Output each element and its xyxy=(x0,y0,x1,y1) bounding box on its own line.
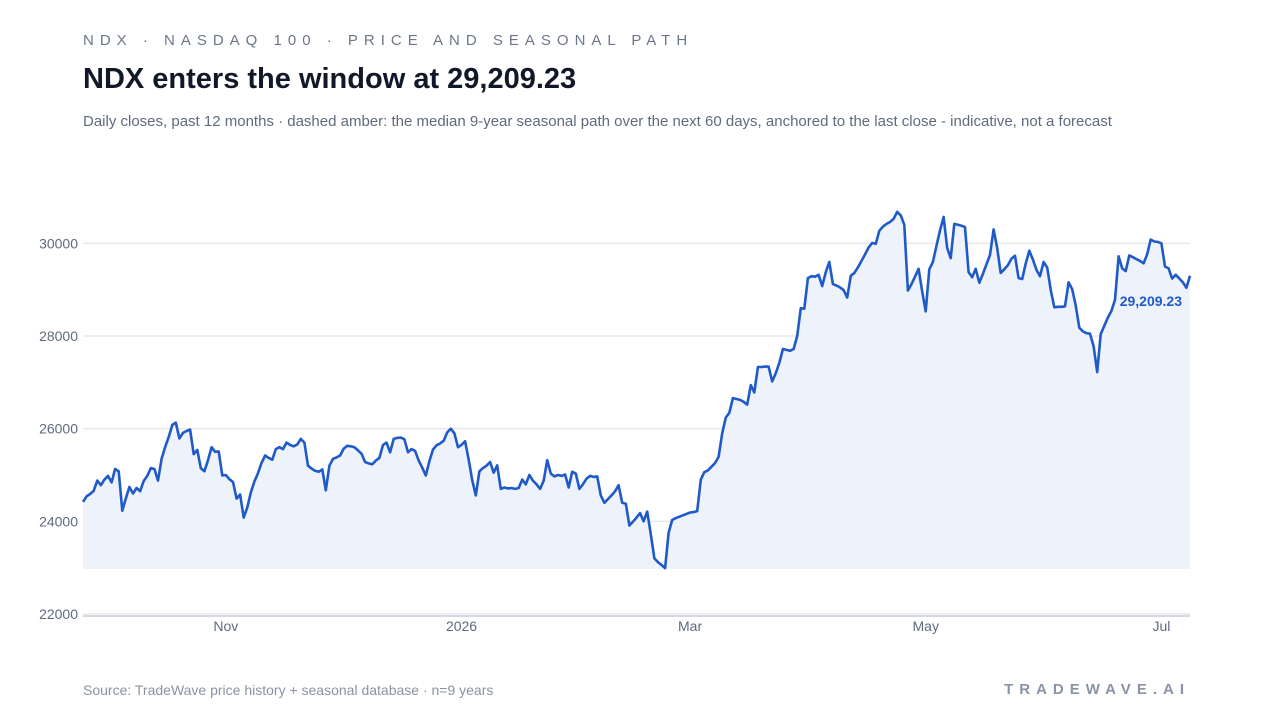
chart-title: NDX enters the window at 29,209.23 xyxy=(83,63,577,95)
x-axis-ticks: Nov 2026 Mar May Jul xyxy=(213,618,1170,634)
y-tick-label: 24000 xyxy=(39,513,78,529)
x-tick-label: Jul xyxy=(1152,618,1170,634)
chart-eyebrow: NDX · NASDAQ 100 · PRICE AND SEASONAL PA… xyxy=(83,32,694,49)
x-tick-label: Nov xyxy=(213,618,238,634)
last-close-label: 29,209.23 xyxy=(1120,293,1182,309)
y-axis-ticks: 22000 24000 26000 28000 30000 xyxy=(39,235,78,622)
price-area-fill xyxy=(83,211,1190,570)
chart-subtitle: Daily closes, past 12 months · dashed am… xyxy=(83,113,1112,130)
price-line xyxy=(81,210,1192,570)
source-note: Source: TradeWave price history + season… xyxy=(83,682,494,698)
x-tick-label: May xyxy=(913,618,939,634)
y-tick-label: 26000 xyxy=(39,421,78,437)
y-tick-label: 30000 xyxy=(39,235,78,251)
y-tick-label: 28000 xyxy=(39,328,78,344)
brand-logo: TRADEWAVE.AI xyxy=(1004,681,1190,698)
y-tick-label: 22000 xyxy=(39,606,78,622)
x-tick-label: Mar xyxy=(678,618,702,634)
x-tick-label: 2026 xyxy=(446,618,477,634)
